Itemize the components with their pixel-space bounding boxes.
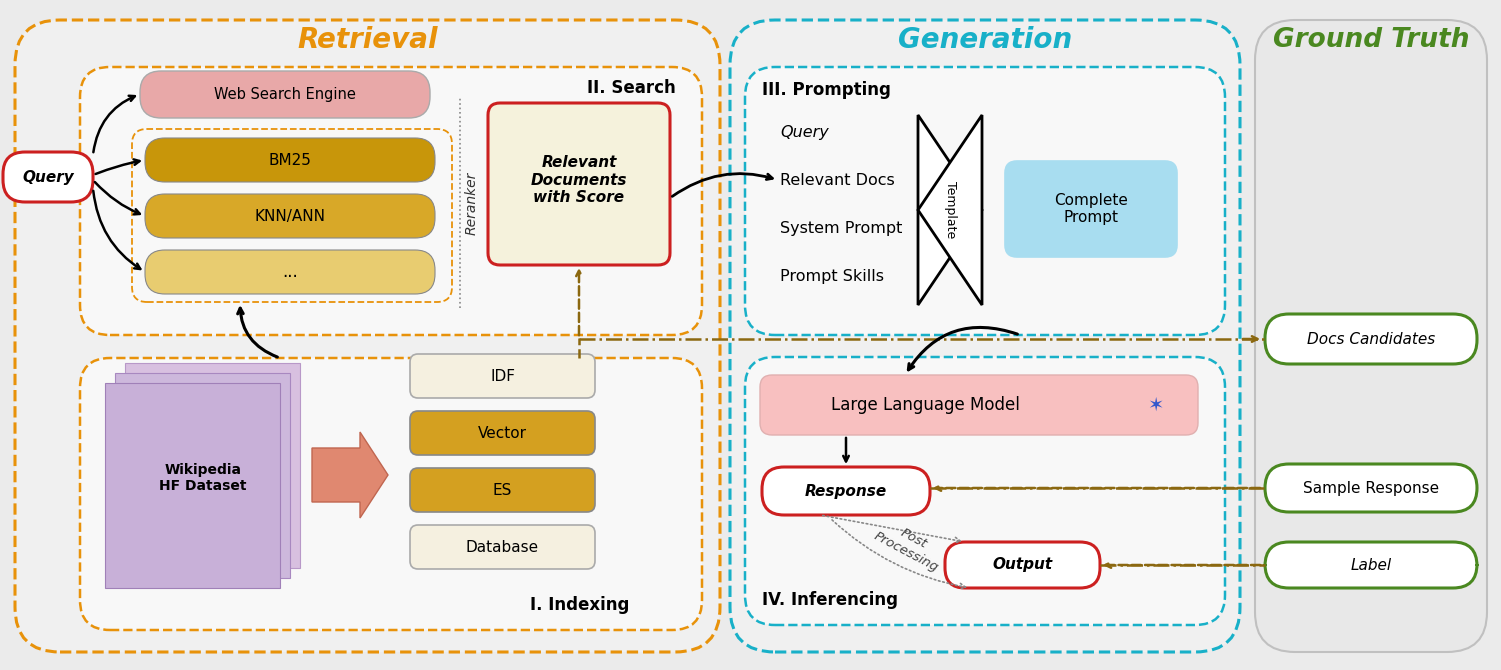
FancyBboxPatch shape <box>729 20 1240 652</box>
FancyBboxPatch shape <box>146 194 435 238</box>
FancyBboxPatch shape <box>125 363 300 568</box>
FancyBboxPatch shape <box>116 373 290 578</box>
FancyBboxPatch shape <box>15 20 720 652</box>
Text: Ground Truth: Ground Truth <box>1273 27 1469 53</box>
Text: System Prompt: System Prompt <box>781 220 902 235</box>
FancyBboxPatch shape <box>1265 542 1477 588</box>
FancyBboxPatch shape <box>760 375 1198 435</box>
Text: Relevant Docs: Relevant Docs <box>781 172 895 188</box>
Text: Query: Query <box>23 170 74 184</box>
FancyBboxPatch shape <box>763 467 931 515</box>
FancyBboxPatch shape <box>1255 20 1487 652</box>
FancyBboxPatch shape <box>1265 314 1477 364</box>
FancyBboxPatch shape <box>105 383 281 588</box>
Text: IV. Inferencing: IV. Inferencing <box>763 591 898 609</box>
Text: Reranker: Reranker <box>465 172 479 234</box>
FancyBboxPatch shape <box>744 67 1225 335</box>
FancyBboxPatch shape <box>1265 464 1477 512</box>
FancyBboxPatch shape <box>146 250 435 294</box>
Text: Retrieval: Retrieval <box>297 26 438 54</box>
Text: Label: Label <box>1351 557 1391 572</box>
FancyBboxPatch shape <box>80 67 702 335</box>
FancyBboxPatch shape <box>410 411 594 455</box>
Text: Relevant
Documents
with Score: Relevant Documents with Score <box>531 155 627 205</box>
FancyBboxPatch shape <box>1006 161 1177 257</box>
Text: Template: Template <box>944 182 956 239</box>
Polygon shape <box>312 432 387 518</box>
FancyBboxPatch shape <box>410 354 594 398</box>
Text: Complete
Prompt: Complete Prompt <box>1054 193 1127 225</box>
FancyBboxPatch shape <box>140 71 429 118</box>
Text: IDF: IDF <box>489 369 515 383</box>
Text: Database: Database <box>465 539 539 555</box>
Text: II. Search: II. Search <box>587 79 675 97</box>
Text: Prompt Skills: Prompt Skills <box>781 269 884 283</box>
Text: Vector: Vector <box>477 425 527 440</box>
Text: III. Prompting: III. Prompting <box>763 81 892 99</box>
Text: ...: ... <box>282 263 297 281</box>
FancyBboxPatch shape <box>146 138 435 182</box>
FancyBboxPatch shape <box>80 358 702 630</box>
Text: BM25: BM25 <box>269 153 311 168</box>
Text: Post
Processing: Post Processing <box>872 516 949 574</box>
Text: Web Search Engine: Web Search Engine <box>215 87 356 102</box>
Text: Large Language Model: Large Language Model <box>830 396 1019 414</box>
Text: Query: Query <box>781 125 829 139</box>
Text: I. Indexing: I. Indexing <box>530 596 630 614</box>
Polygon shape <box>919 115 982 305</box>
Text: Wikipedia
HF Dataset: Wikipedia HF Dataset <box>159 463 246 493</box>
Text: Sample Response: Sample Response <box>1303 480 1439 496</box>
FancyBboxPatch shape <box>3 152 93 202</box>
Polygon shape <box>919 115 982 305</box>
Text: KNN/ANN: KNN/ANN <box>255 208 326 224</box>
Text: Docs Candidates: Docs Candidates <box>1307 332 1435 346</box>
FancyBboxPatch shape <box>488 103 669 265</box>
Text: ES: ES <box>492 482 512 498</box>
Text: Output: Output <box>992 557 1052 572</box>
FancyBboxPatch shape <box>946 542 1100 588</box>
FancyBboxPatch shape <box>410 525 594 569</box>
FancyBboxPatch shape <box>744 357 1225 625</box>
Text: Generation: Generation <box>898 26 1072 54</box>
Text: ✶: ✶ <box>1147 395 1163 415</box>
Text: Response: Response <box>805 484 887 498</box>
FancyBboxPatch shape <box>410 468 594 512</box>
